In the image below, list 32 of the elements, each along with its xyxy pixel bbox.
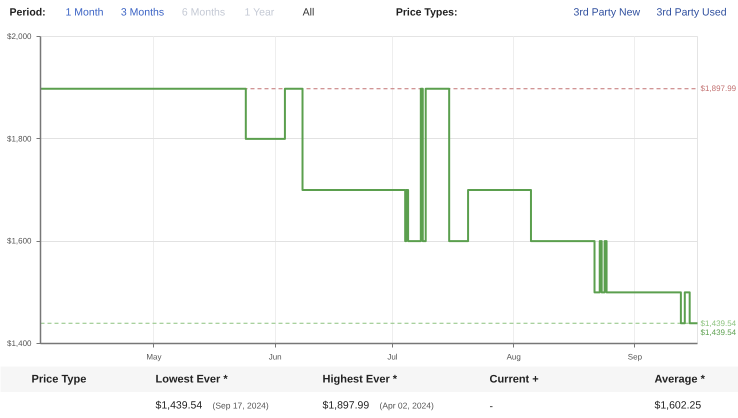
text: - bbox=[490, 400, 494, 412]
text: (Apr 02, 2024) bbox=[380, 400, 434, 410]
x-tick-label: Aug bbox=[506, 352, 521, 362]
annotation: $1,439.54 bbox=[700, 328, 737, 337]
ref-line-label: $1,439.54 bbox=[700, 318, 737, 328]
text: 1 Year bbox=[244, 6, 275, 18]
y-tick-label: $1,800 bbox=[7, 134, 32, 144]
y-tick-label: $2,000 bbox=[7, 32, 32, 41]
text: Average * bbox=[654, 374, 706, 386]
text: 6 Months bbox=[182, 6, 226, 18]
text: Price Types: bbox=[396, 6, 458, 18]
x-tick-label: Jun bbox=[268, 352, 282, 362]
text: $1,439.54 bbox=[156, 400, 202, 412]
text: $1,602.25 bbox=[654, 400, 702, 412]
x-tick-label: Sep bbox=[628, 352, 643, 362]
text: 3rd Party New bbox=[574, 6, 640, 18]
text: Highest Ever * bbox=[322, 374, 398, 386]
text: (Sep 17, 2024) bbox=[212, 400, 269, 410]
ref-line-label: $1,897.99 bbox=[700, 84, 737, 94]
text: Current + bbox=[490, 374, 539, 386]
text: 3rd Party Used bbox=[656, 6, 727, 18]
text: Price Type bbox=[32, 374, 86, 386]
y-tick-label: $1,400 bbox=[7, 339, 32, 348]
text: 3 Months bbox=[120, 6, 164, 18]
x-tick-label: May bbox=[146, 352, 162, 362]
x-tick-label: Jul bbox=[387, 352, 398, 362]
text: $1,897.99 bbox=[322, 400, 370, 412]
text: Lowest Ever * bbox=[156, 374, 228, 386]
y-tick-label: $1,600 bbox=[7, 236, 32, 246]
text: Period: bbox=[10, 6, 46, 18]
text: All bbox=[302, 6, 314, 18]
text: 1 Month bbox=[66, 6, 104, 18]
